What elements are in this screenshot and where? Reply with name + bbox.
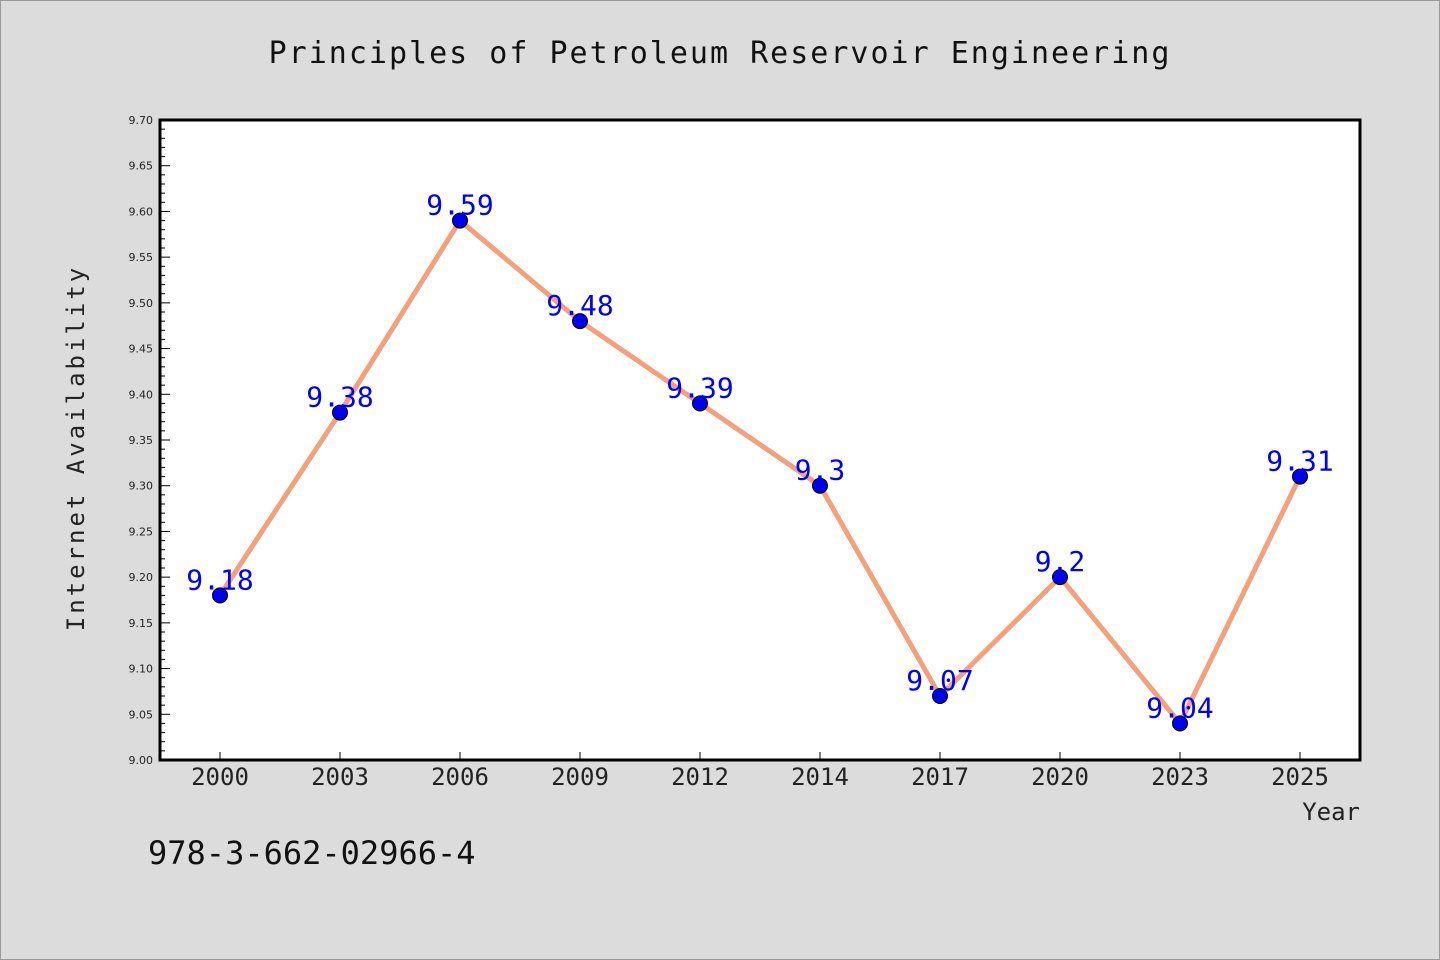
x-axis: 2000 2003 2006 2009 2012 2014 2017 2020 2023 2025: [191, 752, 1329, 791]
data-label: 9.18: [186, 563, 253, 596]
data-label: 9.3: [795, 454, 846, 487]
y-tick-label: 9.20: [129, 571, 154, 584]
series-line: [217, 218, 1303, 726]
data-label: 9.2: [1035, 545, 1086, 578]
y-tick-label: 9.05: [129, 708, 154, 721]
series-markers: [212, 212, 1308, 732]
data-point: [1292, 468, 1308, 485]
x-tick-label: 2014: [791, 763, 849, 791]
y-tick-label: 9.70: [129, 114, 154, 127]
y-axis-label: Internet Availability: [62, 265, 90, 631]
x-tick-label: 2020: [1031, 763, 1089, 791]
y-tick-label: 9.30: [129, 480, 154, 493]
y-tick-label: 9.60: [129, 205, 154, 218]
data-point: [452, 212, 468, 229]
isbn-footer: 978-3-662-02966-4: [148, 834, 476, 872]
x-tick-label: 2012: [671, 763, 729, 791]
y-tick-label: 9.10: [129, 663, 154, 676]
x-axis-label: Year: [1302, 798, 1360, 826]
data-label: 9.39: [666, 371, 733, 404]
x-tick-label: 2017: [911, 763, 969, 791]
data-label: 9.07: [906, 664, 973, 697]
data-labels: 9.18 9.38 9.59 9.48 9.39 9.3 9.07 9.2 9.04 9.31: [186, 189, 1333, 725]
y-axis: 9.00 9.05 9.10 9.15 9.20 9.25 9.30 9.35 9.40 9.45…: [129, 114, 170, 767]
data-point: [212, 587, 228, 604]
data-label: 9.04: [1146, 691, 1213, 724]
y-tick-label: 9.65: [129, 160, 154, 173]
x-tick-label: 2000: [191, 763, 249, 791]
plot-border: [158, 118, 1362, 762]
x-tick-label: 2023: [1151, 763, 1209, 791]
chart-title: Principles of Petroleum Reservoir Engine…: [269, 36, 1172, 71]
data-point: [332, 404, 348, 421]
x-tick-label: 2025: [1271, 763, 1329, 791]
y-tick-label: 9.25: [129, 525, 154, 538]
y-tick-label: 9.00: [129, 754, 154, 767]
data-label: 9.59: [426, 189, 493, 222]
data-point: [1172, 715, 1188, 732]
data-label: 9.38: [306, 381, 373, 414]
y-tick-label: 9.35: [129, 434, 154, 447]
y-tick-label: 9.50: [129, 297, 154, 310]
y-tick-label: 9.55: [129, 251, 154, 264]
data-point: [692, 395, 708, 412]
y-tick-label: 9.45: [129, 343, 154, 356]
data-point: [572, 313, 588, 330]
x-tick-label: 2009: [551, 763, 609, 791]
data-label: 9.48: [546, 289, 613, 322]
x-tick-label: 2006: [431, 763, 489, 791]
plot-area: [160, 120, 1360, 760]
data-point: [932, 688, 948, 704]
data-point: [1052, 569, 1068, 586]
data-label: 9.31: [1266, 445, 1333, 478]
data-point: [812, 477, 828, 494]
y-tick-label: 9.15: [129, 617, 154, 630]
y-tick-label: 9.40: [129, 388, 154, 401]
x-tick-label: 2003: [311, 763, 369, 791]
